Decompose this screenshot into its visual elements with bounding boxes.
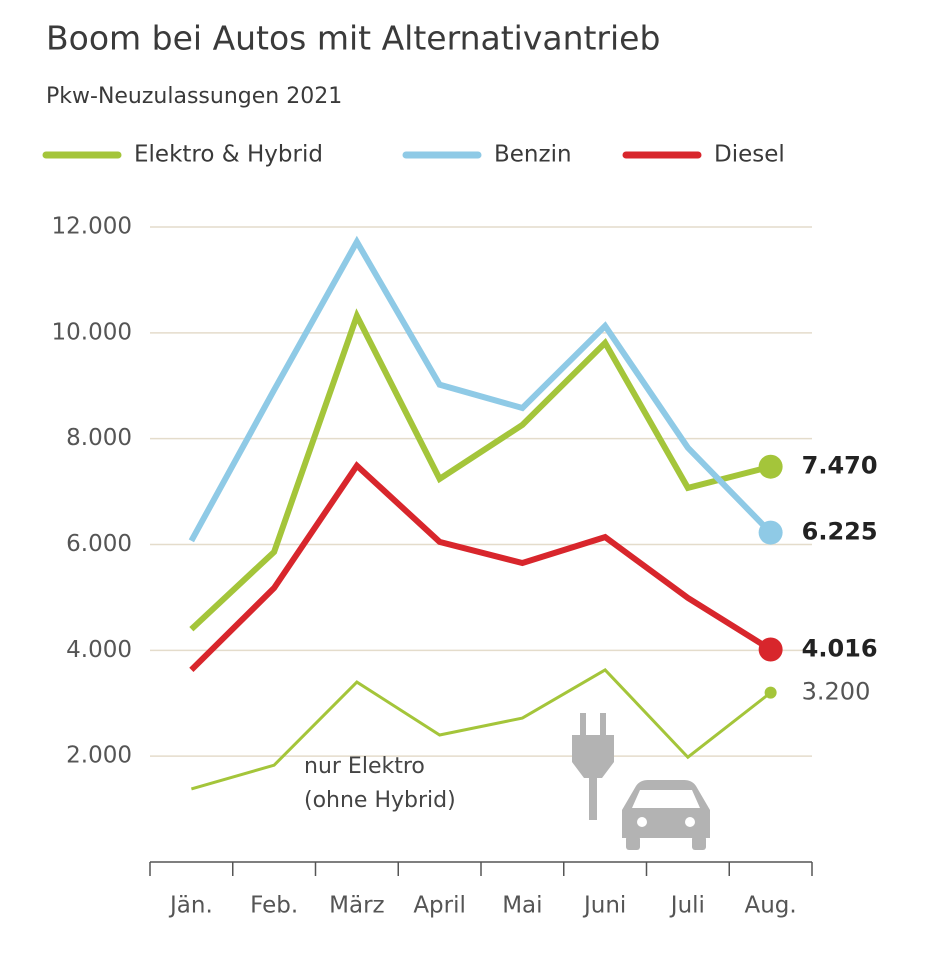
x-tick-label: Juni [582,893,626,919]
value-label: 7.470 [802,452,878,480]
x-tick-label: Aug. [745,893,797,919]
plug-pin [600,713,606,735]
plug-pin [580,713,586,735]
y-tick-label: 2.000 [66,743,132,769]
x-tick-label: Feb. [250,893,298,919]
chart-subtitle: Pkw-Neuzulassungen 2021 [46,84,342,109]
car-light [685,817,695,827]
y-tick-label: 6.000 [66,531,132,557]
plug-body [572,735,614,778]
value-label: 4.016 [802,634,878,662]
x-tick-label: Jän. [168,893,213,919]
x-tick-label: März [329,893,384,919]
x-tick-label: Mai [502,893,542,919]
car-wheel [692,836,706,850]
y-tick-label: 10.000 [52,319,132,345]
annotation: (ohne Hybrid) [304,788,456,813]
car-wheel [626,836,640,850]
legend-label: Benzin [494,142,572,168]
annotation: nur Elektro [304,754,425,779]
car-body [622,780,710,838]
value-label: 3.200 [802,678,871,706]
legend-label: Elektro & Hybrid [134,142,323,168]
plug-cable [589,778,597,820]
y-tick-label: 4.000 [66,637,132,663]
series-line [188,235,773,543]
x-tick-label: April [413,893,466,919]
value-label: 6.225 [802,518,878,546]
x-tick-label: Juli [669,893,705,919]
end-dot [758,520,783,545]
y-tick-label: 12.000 [52,214,132,240]
end-dot [758,637,783,662]
end-dot [758,454,783,479]
y-tick-label: 8.000 [66,425,132,451]
series-line [189,308,772,632]
series-line [190,668,772,791]
chart-title: Boom bei Autos mit Alternativantrieb [46,19,660,58]
car-light [637,817,647,827]
series-line [189,461,773,673]
end-dot [764,686,777,699]
icons [572,713,710,850]
legend-label: Diesel [714,142,785,168]
